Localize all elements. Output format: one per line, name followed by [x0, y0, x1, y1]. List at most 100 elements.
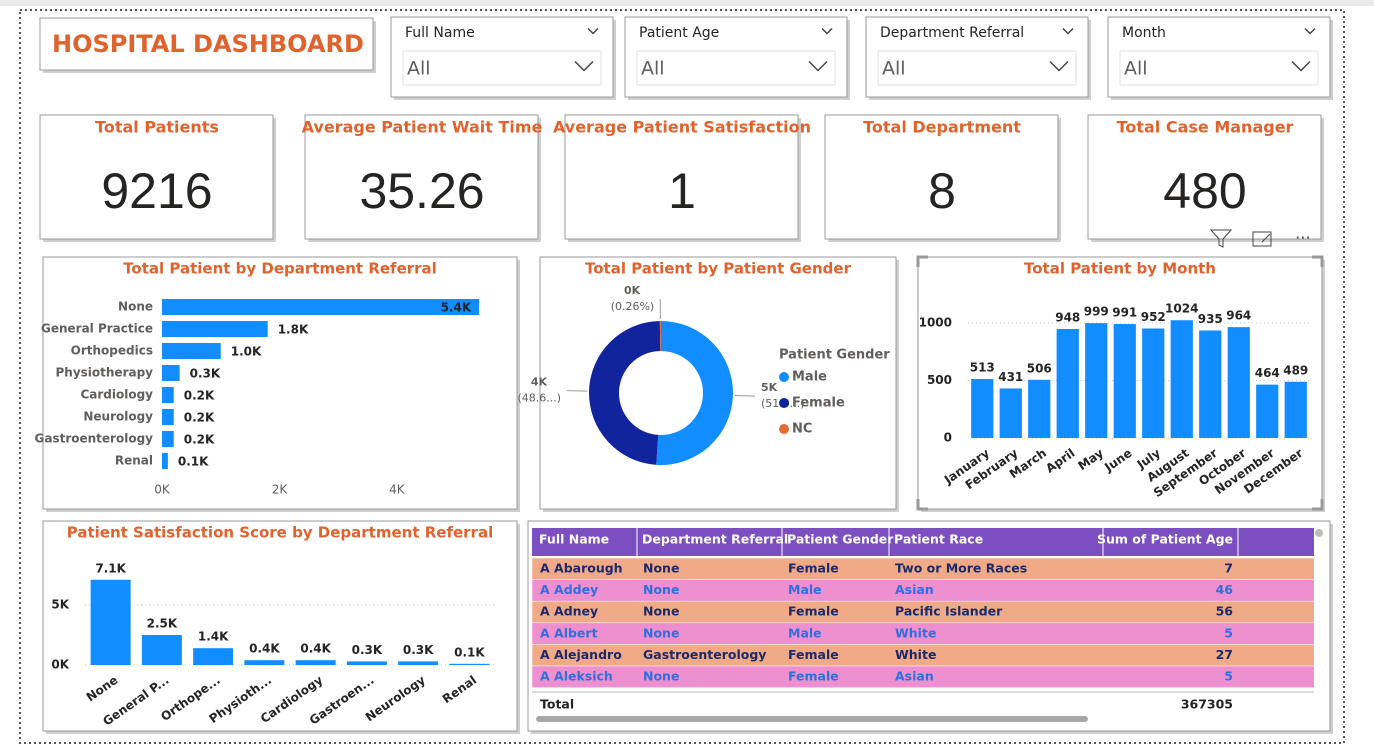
- column-header[interactable]: Patient Race: [894, 532, 983, 547]
- filter-label: Month: [1122, 25, 1166, 41]
- bar: [162, 453, 168, 469]
- column-header[interactable]: Sum of Patient Age: [1097, 532, 1233, 547]
- filter-collapse-icon: [587, 27, 599, 35]
- data-label: 999: [1084, 305, 1109, 319]
- y-tick-label: Cardiology: [80, 388, 153, 402]
- legend-entry[interactable]: Male: [792, 370, 827, 385]
- data-label: 0.4K: [249, 642, 280, 656]
- data-label: 506: [1027, 361, 1052, 375]
- table-cell: A Abarough: [540, 561, 623, 576]
- kpi-value: 1: [668, 163, 696, 219]
- selection-handle: [1312, 255, 1324, 267]
- panel: [39, 17, 374, 71]
- bar: [141, 635, 182, 665]
- table-cell: Male: [788, 625, 822, 640]
- filter-dropdown[interactable]: [877, 50, 1077, 86]
- table-cell: Female: [788, 647, 839, 662]
- donut-slice: [589, 321, 661, 465]
- total-value: 367305: [1181, 697, 1233, 712]
- filter-collapse-icon: [821, 27, 833, 35]
- data-label: 1024: [1165, 302, 1198, 316]
- panel: [564, 114, 799, 240]
- filter-collapse-icon: [1062, 27, 1074, 35]
- table-cell: None: [643, 669, 679, 684]
- column-header[interactable]: Patient Gender: [787, 532, 894, 547]
- table-cell: Male: [788, 582, 822, 597]
- data-label: 0.3K: [190, 367, 221, 381]
- table-cell: 56: [1216, 604, 1234, 619]
- table-cell: A Albert: [540, 625, 598, 640]
- bar: [244, 660, 285, 665]
- bar: [999, 388, 1022, 438]
- vertical-scrollbar[interactable]: [1315, 529, 1323, 537]
- selection-handle: [916, 255, 928, 267]
- y-tick-label: Neurology: [83, 410, 153, 424]
- filter-collapse-icon: [1304, 27, 1316, 35]
- x-tick-label: 0K: [154, 483, 171, 497]
- table-cell: None: [643, 604, 679, 619]
- y-tick-label: General Practice: [41, 322, 153, 336]
- table-cell: None: [643, 582, 679, 597]
- y-tick-label: 0: [944, 431, 952, 445]
- focus-mode-icon[interactable]: [1252, 231, 1272, 247]
- data-label: 0.2K: [184, 389, 215, 403]
- bar: [449, 663, 490, 665]
- filter-dropdown[interactable]: [1119, 50, 1319, 86]
- kpi-value: 9216: [101, 163, 212, 219]
- filter-icon[interactable]: [1209, 229, 1233, 248]
- data-label: 431: [998, 370, 1023, 384]
- dropdown-arrow: [808, 60, 828, 72]
- data-label: 952: [1141, 310, 1166, 324]
- table-cell: 46: [1216, 582, 1234, 597]
- data-label: 1.4K: [198, 630, 229, 644]
- filter-value: All: [1124, 58, 1148, 80]
- y-tick-label: 500: [927, 373, 952, 387]
- data-label: 489: [1283, 363, 1308, 377]
- y-tick-label: 5K: [51, 598, 69, 612]
- filter-dropdown[interactable]: [402, 50, 602, 86]
- data-label: 464: [1255, 366, 1280, 380]
- filter-value: All: [407, 58, 431, 80]
- y-tick-label: Orthopedics: [71, 344, 153, 358]
- kpi-title: Total Case Manager: [1117, 118, 1294, 137]
- horizontal-scrollbar[interactable]: [536, 716, 1088, 722]
- y-tick-label: Renal: [115, 454, 153, 468]
- bar: [1284, 381, 1307, 438]
- y-tick-label: 0K: [51, 658, 69, 672]
- kpi-title: Average Patient Satisfaction: [553, 118, 811, 137]
- data-label: 0.3K: [352, 643, 383, 657]
- chart-title: Total Patient by Month: [1024, 260, 1216, 278]
- bar: [90, 579, 131, 665]
- table-cell: Female: [788, 669, 839, 684]
- bar: [162, 321, 268, 337]
- table-cell: White: [895, 625, 936, 640]
- bar: [162, 365, 180, 381]
- filter-dropdown[interactable]: [636, 50, 836, 86]
- data-label: 7.1K: [95, 561, 126, 575]
- more-options-icon[interactable]: ⋯: [1295, 228, 1311, 247]
- table-header: [532, 528, 1314, 556]
- table-cell: A Aleksich: [540, 669, 613, 684]
- data-label: 0.2K: [184, 433, 215, 447]
- bar: [346, 661, 387, 665]
- column-header[interactable]: Department Referral: [642, 532, 788, 547]
- table-cell: A Adney: [540, 604, 598, 619]
- chart-title: Patient Satisfaction Score by Department…: [67, 524, 493, 542]
- table-cell: Female: [788, 604, 839, 619]
- chart-title: Total Patient by Patient Gender: [585, 260, 852, 278]
- table-cell: Pacific Islander: [895, 604, 1003, 619]
- data-label: 0.1K: [178, 455, 209, 469]
- data-label: 1.8K: [278, 323, 309, 337]
- table-cell: 7: [1224, 561, 1233, 576]
- bar: [1256, 384, 1279, 438]
- y-tick-label: Physiotherapy: [55, 366, 153, 380]
- table-cell: Asian: [895, 669, 934, 684]
- data-label: 964: [1226, 309, 1251, 323]
- legend-entry[interactable]: NC: [792, 422, 812, 437]
- column-header[interactable]: Full Name: [539, 532, 609, 547]
- panel: [1087, 114, 1322, 240]
- data-label: 0.1K: [454, 645, 485, 659]
- legend-entry[interactable]: Female: [792, 396, 845, 411]
